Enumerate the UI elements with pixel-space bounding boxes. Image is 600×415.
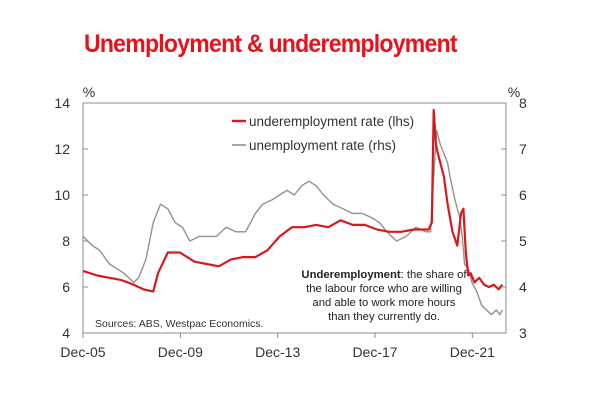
x-tick-label: Dec-09	[158, 344, 203, 360]
annotation: Underemployment: the share of the labour…	[301, 269, 467, 323]
annotation-line-1: Underemployment: the share of	[301, 269, 467, 281]
y-left-tick-label: 10	[54, 187, 70, 203]
y-right-tick-label: 4	[519, 279, 527, 295]
y-right-tick-label: 6	[519, 187, 527, 203]
source-note: Sources: ABS, Westpac Economics.	[95, 318, 263, 330]
y-left-tick-label: 8	[62, 233, 70, 249]
y-left-tick-label: 12	[54, 141, 70, 157]
x-tick-label: Dec-17	[352, 344, 397, 360]
y-left-tick-label: 4	[62, 325, 70, 341]
annotation-line-1-rest: : the share of	[401, 269, 468, 281]
annotation-line-3: and able to work more hours	[312, 297, 456, 309]
y-right-tick-label: 8	[519, 95, 527, 111]
x-tick-label: Dec-21	[450, 344, 495, 360]
y-left-tick-label: 6	[62, 279, 70, 295]
annotation-line-4: than they currently do.	[328, 311, 440, 323]
y-left-unit: %	[83, 84, 95, 100]
series-line-unemployment	[82, 129, 503, 316]
y-right-tick-label: 5	[519, 233, 527, 249]
plot-area-frame	[82, 102, 507, 334]
legend-label-unemployment: unemployment rate (rhs)	[249, 138, 396, 153]
y-right-tick-label: 3	[519, 325, 527, 341]
legend-label-underemployment: underemployment rate (lhs)	[249, 114, 414, 129]
legend: underemployment rate (lhs) unemployment …	[232, 114, 414, 153]
series-line-underemployment	[82, 108, 504, 293]
chart-title: Unemployment & underemployment	[84, 30, 458, 58]
x-tick-label: Dec-13	[255, 344, 300, 360]
y-right-tick-label: 7	[519, 141, 527, 157]
annotation-line-2: the labour force who are willing	[306, 283, 462, 295]
annotation-bold: Underemployment	[301, 269, 400, 281]
y-right-unit: %	[508, 84, 520, 100]
y-left-tick-label: 14	[54, 95, 70, 111]
x-tick-label: Dec-05	[60, 344, 105, 360]
